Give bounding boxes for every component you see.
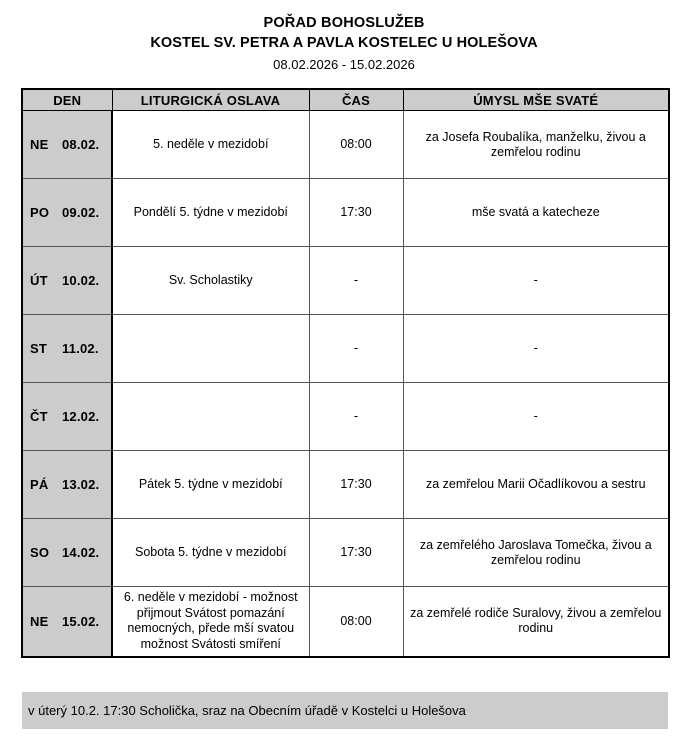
date-range: 08.02.2026 - 15.02.2026 bbox=[273, 57, 415, 72]
day-abbreviation: PÁ bbox=[30, 477, 49, 492]
day-cell: NE 08.02. bbox=[21, 110, 113, 179]
day-cell: ÚT 10.02. bbox=[21, 246, 113, 315]
time-cell: 17:30 bbox=[308, 450, 404, 519]
day-date: 15.02. bbox=[62, 613, 100, 629]
day-cell: ČT 12.02. bbox=[21, 382, 113, 451]
page-subtitle: KOSTEL SV. PETRA A PAVLA KOSTELEC U HOLE… bbox=[150, 35, 538, 51]
time-cell: 17:30 bbox=[308, 178, 404, 247]
day-abbreviation: NE bbox=[30, 613, 49, 629]
day-abbreviation: ST bbox=[30, 341, 48, 356]
time-cell: 17:30 bbox=[308, 518, 404, 587]
table-row: NE 15.02. 6. neděle v mezidobí - možnost … bbox=[21, 586, 670, 657]
liturgical-celebration-cell: Sobota 5. týdne v mezidobí bbox=[111, 518, 310, 587]
footer-note: v úterý 10.2. 17:30 Scholička, sraz na O… bbox=[22, 692, 668, 729]
day-abbreviation: ÚT bbox=[30, 273, 48, 288]
day-abbreviation: ČT bbox=[30, 409, 48, 424]
day-date: 10.02. bbox=[62, 273, 100, 288]
day-abbreviation: PO bbox=[30, 205, 50, 220]
time-cell: 08:00 bbox=[308, 586, 404, 657]
intention-cell: za Josefa Roubalíka, manželku, živou a z… bbox=[402, 110, 670, 179]
column-header-den: DEN bbox=[21, 88, 113, 111]
intention-cell: za zemřelého Jaroslava Tomečka, živou a … bbox=[402, 518, 670, 587]
intention-cell: - bbox=[402, 314, 670, 383]
day-abbreviation: SO bbox=[30, 545, 50, 560]
time-cell: 08:00 bbox=[308, 110, 404, 179]
day-date: 08.02. bbox=[62, 137, 100, 152]
table-row: SO 14.02. Sobota 5. týdne v mezidobí 17:3… bbox=[21, 518, 670, 587]
column-header-cas: ČAS bbox=[308, 88, 404, 111]
column-header-umysl: ÚMYSL MŠE SVATÉ bbox=[402, 88, 670, 111]
liturgical-celebration-cell bbox=[111, 314, 310, 383]
liturgical-celebration-cell: 5. neděle v mezidobí bbox=[111, 110, 310, 179]
schedule-table-wrapper: DEN LITURGICKÁ OSLAVA ČAS ÚMYSL MŠE SVAT… bbox=[21, 88, 670, 658]
intention-cell: za zemřelou Marii Očadlíkovou a sestru bbox=[402, 450, 670, 519]
table-row: PO 09.02. Pondělí 5. týdne v mezidobí 17:… bbox=[21, 178, 670, 247]
intention-cell: - bbox=[402, 246, 670, 315]
intention-cell: za zemřelé rodiče Suralovy, živou a zemř… bbox=[402, 586, 670, 657]
day-date: 12.02. bbox=[62, 409, 100, 424]
day-cell: ST 11.02. bbox=[21, 314, 113, 383]
day-date: 09.02. bbox=[62, 205, 100, 220]
page-title: POŘAD BOHOSLUŽEB bbox=[263, 15, 425, 31]
day-cell: PO 09.02. bbox=[21, 178, 113, 247]
day-date: 14.02. bbox=[62, 545, 100, 560]
table-row: ÚT 10.02. Sv. Scholastiky - - bbox=[21, 246, 670, 315]
liturgical-celebration-cell: Sv. Scholastiky bbox=[111, 246, 310, 315]
table-row: PÁ 13.02. Pátek 5. týdne v mezidobí 17:30… bbox=[21, 450, 670, 519]
intention-cell: mše svatá a katecheze bbox=[402, 178, 670, 247]
document-header: POŘAD BOHOSLUŽEB KOSTEL SV. PETRA A PAVL… bbox=[0, 0, 688, 74]
intention-cell: - bbox=[402, 382, 670, 451]
table-header-row: DEN LITURGICKÁ OSLAVA ČAS ÚMYSL MŠE SVAT… bbox=[21, 88, 670, 111]
time-cell: - bbox=[308, 246, 404, 315]
schedule-table: DEN LITURGICKÁ OSLAVA ČAS ÚMYSL MŠE SVAT… bbox=[21, 88, 670, 658]
day-date: 11.02. bbox=[62, 341, 99, 356]
schedule-table-body: NE 08.02. 5. neděle v mezidobí 08:00 za J… bbox=[21, 110, 670, 657]
day-cell: SO 14.02. bbox=[21, 518, 113, 587]
column-header-liturgicka-oslava: LITURGICKÁ OSLAVA bbox=[111, 88, 310, 111]
day-date: 13.02. bbox=[62, 477, 100, 492]
day-cell: PÁ 13.02. bbox=[21, 450, 113, 519]
liturgical-celebration-cell bbox=[111, 382, 310, 451]
table-row: ST 11.02. - - bbox=[21, 314, 670, 383]
day-cell: NE 15.02. bbox=[21, 586, 113, 657]
liturgical-celebration-cell: Pondělí 5. týdne v mezidobí bbox=[111, 178, 310, 247]
liturgical-celebration-cell: 6. neděle v mezidobí - možnost přijmout … bbox=[111, 586, 310, 657]
day-abbreviation: NE bbox=[30, 137, 49, 152]
table-row: ČT 12.02. - - bbox=[21, 382, 670, 451]
time-cell: - bbox=[308, 314, 404, 383]
time-cell: - bbox=[308, 382, 404, 451]
table-row: NE 08.02. 5. neděle v mezidobí 08:00 za J… bbox=[21, 110, 670, 179]
liturgical-celebration-cell: Pátek 5. týdne v mezidobí bbox=[111, 450, 310, 519]
